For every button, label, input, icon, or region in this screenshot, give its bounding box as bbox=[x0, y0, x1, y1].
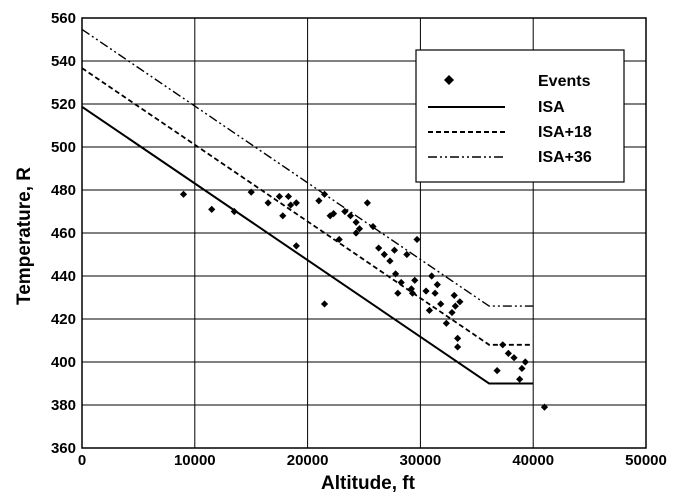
event-point bbox=[386, 257, 394, 265]
event-point bbox=[431, 289, 439, 297]
event-point bbox=[450, 291, 458, 299]
x-tick-label: 0 bbox=[78, 452, 86, 469]
event-point bbox=[403, 250, 411, 259]
legend-isa18-label: ISA+18 bbox=[538, 124, 592, 141]
event-point bbox=[208, 205, 216, 213]
x-tick-label: 10000 bbox=[174, 452, 216, 469]
y-tick-label: 360 bbox=[51, 440, 76, 457]
event-point bbox=[380, 250, 388, 259]
event-point bbox=[369, 222, 377, 231]
event-point bbox=[341, 207, 349, 216]
event-point bbox=[394, 289, 402, 297]
series-line-isa bbox=[81, 105, 534, 385]
y-tick-label: 560 bbox=[51, 10, 76, 27]
event-point bbox=[451, 302, 459, 310]
event-point bbox=[540, 403, 549, 411]
legend: Events ISA ISA+18 ISA+36 bbox=[415, 49, 625, 183]
x-tick-label: 20000 bbox=[287, 452, 329, 469]
event-point bbox=[411, 276, 419, 284]
event-point bbox=[510, 354, 518, 362]
legend-box bbox=[415, 49, 625, 183]
event-point bbox=[493, 367, 501, 375]
event-point bbox=[264, 199, 272, 207]
series-line-isa-36 bbox=[81, 28, 534, 307]
event-point bbox=[292, 199, 300, 207]
event-point bbox=[391, 270, 400, 278]
event-point bbox=[346, 212, 355, 220]
y-tick-label: 500 bbox=[51, 139, 76, 156]
y-tick-label: 380 bbox=[51, 397, 76, 414]
event-point bbox=[363, 199, 371, 207]
event-point bbox=[329, 210, 338, 218]
event-point bbox=[442, 319, 450, 327]
y-tick-label: 480 bbox=[51, 182, 76, 199]
series-line-isa-18 bbox=[81, 67, 534, 346]
tick-labels: 0 10000 20000 30000 40000 50000 360 380 400 420 44… bbox=[51, 10, 667, 469]
event-point bbox=[499, 341, 507, 349]
event-point bbox=[320, 190, 329, 198]
plot-frame bbox=[81, 17, 647, 449]
event-point bbox=[375, 244, 383, 252]
y-tick-label: 540 bbox=[51, 53, 76, 70]
event-point bbox=[448, 308, 456, 317]
event-point bbox=[504, 349, 512, 357]
event-point bbox=[352, 218, 360, 226]
legend-events-marker bbox=[444, 75, 454, 85]
legend-isa36-label: ISA+36 bbox=[538, 149, 592, 166]
event-point bbox=[315, 197, 323, 205]
y-tick-label: 440 bbox=[51, 268, 76, 285]
y-tick-label: 400 bbox=[51, 354, 76, 371]
event-point bbox=[179, 190, 188, 198]
y-tick-label: 460 bbox=[51, 225, 76, 242]
event-point bbox=[326, 212, 334, 220]
event-point bbox=[335, 235, 343, 244]
x-tick-label: 50000 bbox=[625, 452, 667, 469]
event-point bbox=[230, 207, 238, 216]
event-point bbox=[292, 242, 300, 250]
y-tick-label: 420 bbox=[51, 311, 76, 328]
event-point bbox=[456, 298, 464, 306]
event-point bbox=[407, 285, 415, 293]
event-point bbox=[284, 192, 293, 201]
x-tick-label: 30000 bbox=[400, 452, 442, 469]
event-point bbox=[413, 235, 421, 244]
event-point bbox=[422, 287, 430, 295]
event-point bbox=[355, 225, 364, 233]
event-point bbox=[433, 281, 441, 289]
event-point bbox=[352, 229, 360, 237]
event-point bbox=[390, 246, 399, 254]
legend-isa-label: ISA bbox=[538, 99, 565, 116]
x-tick-label: 40000 bbox=[512, 452, 554, 469]
event-point bbox=[287, 201, 295, 209]
event-point bbox=[516, 375, 524, 383]
event-point bbox=[320, 300, 329, 308]
event-point bbox=[518, 364, 526, 373]
event-point bbox=[454, 334, 462, 342]
y-tick-label: 520 bbox=[51, 96, 76, 113]
event-point bbox=[428, 272, 436, 280]
y-axis-title: Temperature, R bbox=[14, 167, 35, 305]
x-axis-title: Altitude, ft bbox=[321, 473, 416, 494]
event-point bbox=[408, 289, 417, 297]
event-point bbox=[437, 300, 445, 308]
event-point bbox=[397, 278, 405, 287]
event-point bbox=[454, 343, 462, 351]
event-point bbox=[425, 306, 434, 314]
event-point bbox=[275, 192, 283, 201]
plot-series bbox=[81, 28, 549, 411]
event-point bbox=[247, 188, 255, 196]
event-point bbox=[279, 212, 287, 220]
event-point bbox=[521, 358, 529, 366]
legend-events-label: Events bbox=[538, 73, 591, 90]
